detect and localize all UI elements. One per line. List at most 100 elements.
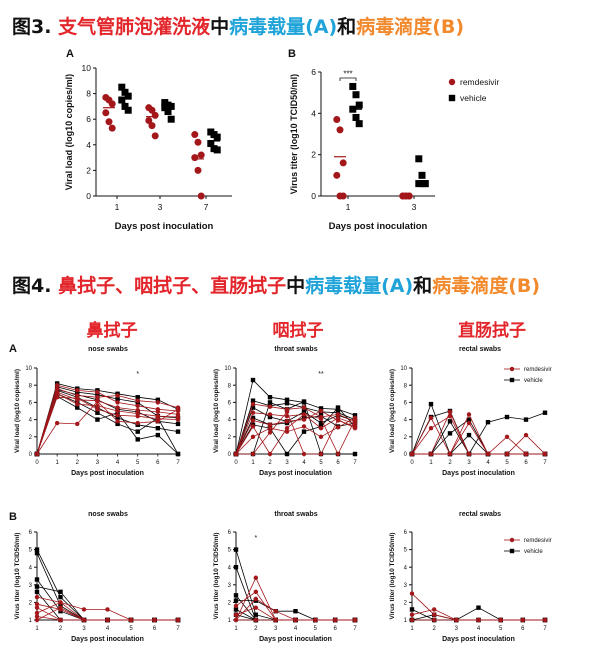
fig4B-nose-point-remdesivir [34,610,40,616]
fig4A-rectal-x-tick-label: 5 [505,460,509,466]
fig4B-nose-title: nose swabs [88,511,128,518]
fig4A-throat-point-vehicle [301,429,307,434]
fig4A-rectal-point-remdesivir [466,412,472,417]
fig4B-nose-x-tick-label: 2 [59,626,63,632]
fig4A-rectal-point-remdesivir [447,451,453,457]
fig4A-throat-y-tick-label: 4 [228,418,232,424]
fig4A-throat-point-remdesivir [352,426,358,431]
fig4B-rectal-chart: 1 2 3 4 5 6 Virus titer (log10 TCID50/ml) 1 2 3 4 5… [389,511,552,643]
fig4B-rectal-legend-label-remdesivir: remdesivir [524,538,552,544]
fig4A-nose-point-remdesivir [135,420,140,426]
fig3B-point-remdesivir [339,192,347,200]
fig4B-nose-point-remdesivir [34,601,40,607]
fig3A-point-vehicle [124,92,132,100]
fig4A-nose-point-remdesivir [95,407,100,412]
fig4B-throat-x-axis-label: Days post inoculation [259,636,332,643]
fig4B-rectal-x-tick-label: 6 [521,626,525,632]
fig4A-rectal-x-tick-label: 4 [486,460,490,466]
fig4A-throat-point-vehicle [250,405,256,410]
fig4A-nose-x-axis-label: Days post inoculation [71,470,144,477]
fig4A-nose-annotation: * [136,371,139,378]
fig4B-throat-x-tick-label: 6 [333,626,337,632]
fig4B-nose-x-tick-label: 3 [82,626,86,632]
fig4A-nose-point-remdesivir [155,400,161,405]
fig4A-rectal-point-remdesivir [504,434,510,439]
fig4A-throat-point-vehicle [267,395,273,400]
fig4B-rectal-y-tick-label: 3 [404,583,408,589]
fig4A-rectal-line-remdesivir [412,434,546,455]
fig4A-rectal-chart: 0 2 4 6 8 10 Viral load (log10 copies/ml) 0 1 2 3 4… [389,346,552,477]
fig4A-nose-point-remdesivir [135,403,140,409]
fig4B-rectal-x-tick-label: 2 [432,626,436,632]
fig4A-nose-point-remdesivir [54,383,60,388]
fig4B-throat-point-remdesivir [253,596,259,602]
fig4A-nose-point-vehicle [135,395,140,400]
fig4B-throat-point-remdesivir [233,612,239,617]
fig4A-throat-point-remdesivir [250,401,256,407]
fig4B-nose-point-remdesivir [152,617,157,623]
fig3A-y-tick-label: 8 [86,89,91,99]
fig4A-nose-point-remdesivir [54,386,60,391]
fig4A-throat-x-tick-label: 3 [285,460,289,466]
col-header-nose: 鼻拭子 [87,320,138,341]
fig4B-nose-point-remdesivir [58,617,63,623]
fig4B-rectal-point-remdesivir [431,612,437,617]
fig4B-throat-point-remdesivir [352,617,358,623]
fig4A-rectal-point-remdesivir [428,451,434,457]
fig4A-rectal-legend-label-remdesivir: remdesivir [524,367,552,373]
fig4A-nose-x-tick-label: 0 [35,460,39,466]
fig3A-y-tick-label: 4 [86,140,91,150]
fig4A-rectal-y-tick-label: 8 [404,383,408,389]
fig3B-legend-label-remdesivir: remdesivir [460,77,499,87]
fig4B-throat-point-remdesivir [273,617,278,623]
fig4A-rectal-point-remdesivir [466,420,472,426]
fig4A-throat-x-axis-label: Days post inoculation [259,470,332,477]
fig3B-chart: 0 2 4 6 Virus titer (log10 TCID50/ml) 1 3 Days … [288,48,499,232]
fig4A-rectal-point-remdesivir [523,451,529,457]
fig4B-throat-y-axis-label: Virus titer (log10 TCID50/ml) [213,533,220,620]
fig4A-throat-x-tick-label: 5 [319,460,323,466]
fig3-title-titer: 病毒滴度(B) [356,15,464,38]
fig4B-nose-point-vehicle [34,577,40,582]
fig3B-point-vehicle [349,82,357,90]
fig4A-throat-point-vehicle [284,451,290,457]
fig4B-rectal-x-tick-label: 4 [477,626,481,632]
fig4A-throat-chart: 0 2 4 6 8 10 Viral load (log10 copies/ml) 0 1 2 3 4… [213,346,357,477]
fig4A-nose-line-vehicle [36,383,179,455]
fig4A-nose-x-tick-label: 3 [96,460,100,466]
fig4A-nose-x-tick-label: 6 [156,460,160,466]
fig4A-nose-point-remdesivir [115,413,120,418]
fig3B-point-vehicle [415,155,423,163]
fig4A-throat-point-remdesivir [301,424,307,429]
fig4-title-titer: 病毒滴度(B) [432,274,540,297]
fig4A-rectal-y-tick-label: 6 [404,401,408,407]
fig4B-rectal-y-tick-label: 4 [404,565,408,571]
fig4B-throat-point-remdesivir [253,589,259,595]
fig4A-rectal-point-remdesivir [466,451,472,457]
fig3B-y-tick-label: 4 [311,108,316,118]
fig4A-rectal-x-tick-label: 2 [448,460,452,466]
fig4A-nose-point-remdesivir [95,389,100,395]
fig3A-point-remdesivir [197,151,205,159]
fig4A-nose-x-tick-label: 4 [116,460,120,466]
fig4B-throat-y-tick-label: 6 [228,530,232,536]
fig3A-y-tick-label: 6 [86,114,91,124]
fig4A-throat-line-remdesivir [235,412,356,455]
fig4A-throat-y-tick-label: 2 [228,435,232,441]
fig3B-y-axis-label: Virus titer (log10 TCID50/ml) [289,74,299,194]
fig4B-nose-point-remdesivir [58,605,63,610]
fig4A-nose-point-remdesivir [175,417,181,422]
fig4B-nose-point-remdesivir [81,607,87,612]
fig4A-rectal-point-vehicle [523,417,529,422]
fig4A-nose-point-vehicle [115,396,120,402]
fig4A-rectal-point-vehicle [485,419,491,425]
fig4A-nose-x-tick-label: 5 [136,460,140,466]
fig4A-rectal-x-tick-label: 1 [429,460,433,466]
fig4A-throat-x-tick-label: 6 [336,460,340,466]
fig4A-nose-point-vehicle [115,415,120,421]
fig4B-nose-point-vehicle [34,584,40,589]
fig4A-nose-point-vehicle [175,421,181,427]
fig4A-rectal-point-remdesivir [409,451,415,457]
fig4B-throat-x-tick-label: 7 [353,626,357,632]
